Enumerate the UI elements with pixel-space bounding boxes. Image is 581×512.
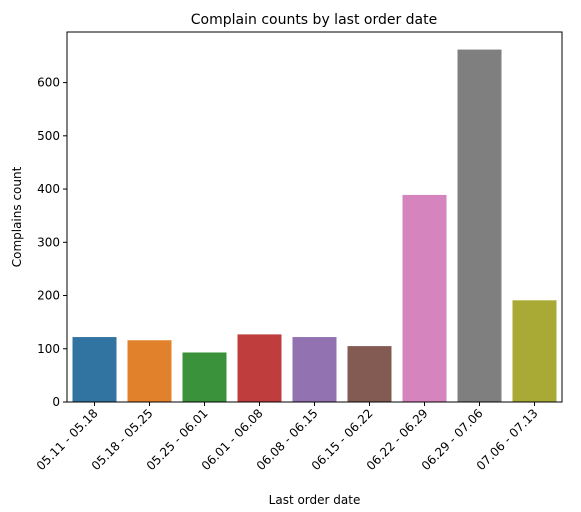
y-tick-label-4: 400 [37, 182, 60, 196]
bar-1 [127, 340, 172, 402]
chart-title: Complain counts by last order date [191, 12, 437, 28]
y-axis-title: Complains count [10, 166, 24, 267]
bar-6 [402, 194, 447, 402]
y-tick-label-2: 200 [37, 289, 60, 303]
y-tick-label-5: 500 [37, 129, 60, 143]
bar-2 [182, 352, 227, 402]
bar-0 [72, 337, 117, 402]
y-axis: 0 100 200 300 400 500 600 [37, 76, 67, 409]
bar-3 [237, 334, 282, 402]
y-tick-label-6: 600 [37, 76, 60, 90]
y-tick-label-1: 100 [37, 342, 60, 356]
y-tick-label-3: 300 [37, 235, 60, 249]
y-tick-label-0: 0 [52, 395, 60, 409]
bar-5 [347, 346, 392, 402]
x-axis-title: Last order date [269, 493, 361, 507]
bar-4 [292, 337, 337, 402]
bar-8 [512, 300, 557, 402]
plot-frame [66, 31, 563, 403]
bars-group [72, 49, 557, 402]
bar-7 [457, 49, 502, 402]
